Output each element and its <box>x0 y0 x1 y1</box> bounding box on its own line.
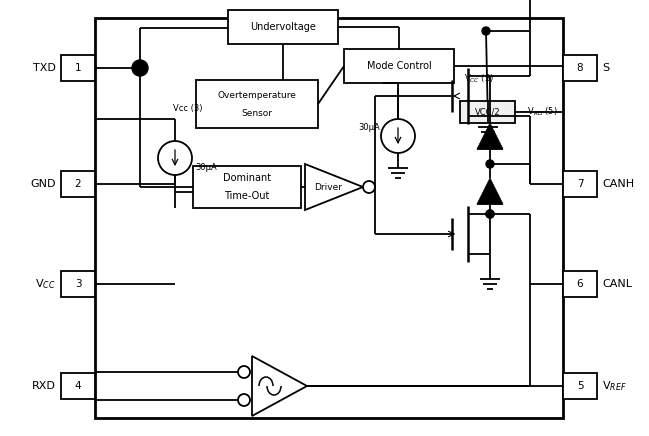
Text: S: S <box>602 63 609 73</box>
Bar <box>61 271 95 297</box>
Text: 3: 3 <box>75 279 81 289</box>
Bar <box>61 171 95 197</box>
Text: —V$_{REF}$(5): —V$_{REF}$(5) <box>519 106 557 118</box>
Bar <box>61 373 95 399</box>
Circle shape <box>132 60 148 76</box>
Bar <box>563 171 597 197</box>
Text: CANH: CANH <box>602 179 634 189</box>
Bar <box>228 10 338 44</box>
Text: Mode Control: Mode Control <box>367 61 432 71</box>
Text: 4: 4 <box>75 381 81 391</box>
Text: 7: 7 <box>577 179 583 189</box>
Circle shape <box>486 210 494 218</box>
Text: 30µA: 30µA <box>358 123 380 133</box>
Bar <box>563 373 597 399</box>
Text: V$_{CC}$: V$_{CC}$ <box>36 277 56 291</box>
Text: Undervoltage: Undervoltage <box>250 22 316 32</box>
Bar <box>95 18 563 418</box>
Circle shape <box>482 27 490 35</box>
Text: TXD: TXD <box>33 63 56 73</box>
Bar <box>563 55 597 81</box>
Text: Overtemperature: Overtemperature <box>217 91 297 99</box>
Text: Dominant: Dominant <box>223 173 271 183</box>
Text: VCC/2: VCC/2 <box>474 108 500 116</box>
Text: Sensor: Sensor <box>241 109 273 117</box>
Text: 5: 5 <box>577 381 583 391</box>
Circle shape <box>486 210 494 218</box>
Text: V$_{REF}$: V$_{REF}$ <box>602 379 626 393</box>
Text: 2: 2 <box>75 179 81 189</box>
Circle shape <box>381 119 415 153</box>
Bar <box>196 80 318 128</box>
Text: CANL: CANL <box>602 279 632 289</box>
Polygon shape <box>477 123 503 149</box>
Text: 6: 6 <box>577 279 583 289</box>
Circle shape <box>363 181 375 193</box>
Text: Time-Out: Time-Out <box>225 191 270 201</box>
Circle shape <box>238 394 250 406</box>
Bar <box>193 166 301 208</box>
Text: V$_{CC}$ (3): V$_{CC}$ (3) <box>464 73 494 85</box>
Text: Vcc (3): Vcc (3) <box>173 103 202 112</box>
Bar <box>344 49 454 83</box>
Circle shape <box>158 141 192 175</box>
Text: RXD: RXD <box>32 381 56 391</box>
Polygon shape <box>252 356 307 416</box>
Circle shape <box>238 366 250 378</box>
Text: GND: GND <box>31 179 56 189</box>
Text: 1: 1 <box>75 63 81 73</box>
Bar <box>460 101 515 123</box>
Polygon shape <box>477 178 503 204</box>
Bar <box>563 271 597 297</box>
Text: Driver: Driver <box>314 183 342 191</box>
Polygon shape <box>305 164 363 210</box>
Text: 30µA: 30µA <box>195 164 217 173</box>
Circle shape <box>486 160 494 168</box>
Text: 8: 8 <box>577 63 583 73</box>
Bar <box>61 55 95 81</box>
